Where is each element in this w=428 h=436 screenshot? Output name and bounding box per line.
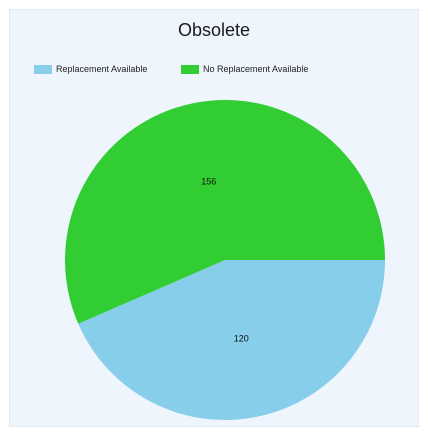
pie-slice-replacement-available[interactable]: [78, 260, 386, 420]
slice-value-label: 120: [234, 333, 249, 343]
legend-label-replacement-available: Replacement Available: [56, 64, 148, 74]
slice-value-label: 156: [201, 177, 216, 187]
pie-slice-no-replacement-available[interactable]: [64, 99, 385, 324]
legend-item-replacement-available[interactable]: Replacement Available: [34, 64, 147, 74]
legend-swatch-no-replacement-available: [181, 64, 199, 74]
legend-label-no-replacement-available: No Replacement Available: [203, 64, 309, 74]
chart-title: Obsolete: [177, 20, 251, 40]
legend-item-no-replacement-available[interactable]: No Replacement Available: [181, 64, 308, 74]
legend-swatch-replacement-available: [34, 64, 52, 74]
